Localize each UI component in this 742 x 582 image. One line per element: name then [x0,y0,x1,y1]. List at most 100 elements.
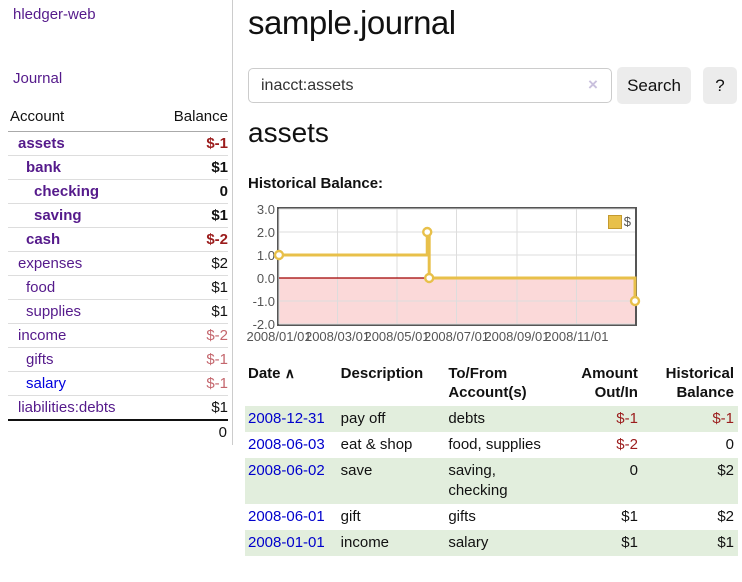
account-link[interactable]: checking [34,183,100,200]
accounts-balance-table: Account Balance assets $-1 bank $1 checking 0… [8,104,228,444]
transaction-row: 2008-06-01 gift gifts $1 $2 [245,504,738,530]
balance-cell: $-1 [712,410,734,427]
accounts-cell: salary [448,534,489,551]
account-balance: $1 [152,275,228,300]
account-balance: $1 [152,155,228,180]
transaction-date-link[interactable]: 2008-06-02 [248,462,325,479]
description-cell: pay off [340,410,386,427]
date-cell: 2008-12-31 [245,406,338,432]
balance2-column-header: Historical Balance [665,365,734,401]
total-row: 0 [8,419,228,444]
transaction-date-link[interactable]: 2008-06-03 [248,436,325,453]
account-row: bank $1 [8,155,228,180]
account-row: cash $-2 [8,227,228,252]
account-balance: $-1 [152,371,228,396]
x-tick-label: 2008/11/01 [544,329,609,344]
account-row: gifts $-1 [8,347,228,372]
date-cell: 2008-01-01 [245,530,338,556]
account-row: assets $-1 [8,132,228,156]
balance-cell: $2 [717,462,734,479]
account-link[interactable]: food [26,279,56,296]
account-link[interactable]: salary [26,375,67,392]
date-cell: 2008-06-02 [245,458,338,504]
sort-ascending-icon: ∧ [284,365,295,381]
balance-column-header: Balance [152,104,228,132]
x-tick-label: 2008/07/01 [423,329,490,344]
register-table: Date ∧ Description To/From Account(s) Am… [245,362,738,556]
account-balance: $1 [152,203,228,228]
account-link[interactable]: bank [26,159,62,176]
amount-column-header: Amount Out/In [581,365,638,401]
sidebar-item-journal[interactable]: Journal [13,70,63,87]
transaction-date-link[interactable]: 2008-06-01 [248,508,325,525]
account-row: saving $1 [8,203,228,228]
account-row: expenses $2 [8,251,228,276]
y-tick-label: 2.0 [256,225,275,240]
search-form: × Search ? [248,67,742,104]
account-link[interactable]: expenses [18,255,83,272]
y-tick-label: 1.0 [256,248,275,263]
balance-cell: 0 [725,436,734,453]
account-column-header: Account [8,104,153,132]
x-tick-label: 2008/05/01 [364,329,430,344]
account-balance: $-2 [152,323,228,348]
account-row: salary $-1 [8,371,228,396]
account-balance: $-1 [206,135,228,152]
account-balance: $1 [152,395,228,420]
legend-swatch-icon [607,214,622,229]
transaction-row: 2008-01-01 income salary $1 $1 [245,530,738,556]
y-tick-label: 3.0 [256,202,275,217]
chart-plot-area: $ [273,207,641,326]
account-balance: $-2 [152,227,228,252]
description-column-header: Description [340,365,424,382]
description-cell: save [340,462,373,479]
help-button[interactable]: ? [703,67,737,104]
account-link[interactable]: saving [34,207,82,224]
account-row: checking 0 [8,179,228,204]
page-title: sample.journal [248,4,456,41]
account-row: food $1 [8,275,228,300]
accounts-cell: gifts [448,508,476,525]
amount-cell: $-1 [616,410,638,427]
account-link[interactable]: cash [26,231,61,248]
amount-cell: $-2 [616,436,638,453]
clear-search-icon[interactable]: × [588,75,598,94]
account-balance: $1 [152,299,228,324]
accounts-cell: debts [448,410,486,427]
balance-cell: $2 [717,508,734,525]
sidebar: hledger-web Journal Account Balance asse… [0,0,233,445]
account-link[interactable]: income [18,327,67,344]
account-link[interactable]: gifts [26,351,54,368]
transaction-row: 2008-06-03 eat & shop food, supplies $-2 0 [245,432,738,458]
transaction-row: 2008-06-02 save saving, checking 0 $2 [245,458,738,504]
account-balance: $-1 [152,347,228,372]
account-link[interactable]: supplies [26,303,82,320]
account-balance: 0 [152,179,228,204]
search-input[interactable] [248,68,612,103]
main-content: sample.journal × Search ? assets Histori… [245,0,742,582]
legend-label: $ [623,214,631,229]
description-cell: income [340,534,390,551]
accounts-cell: saving, checking [448,462,508,499]
amount-cell: $1 [621,508,638,525]
description-cell: eat & shop [340,436,413,453]
date-column-header[interactable]: Date ∧ [248,365,295,382]
balance-cell: $1 [717,534,734,551]
account-row: supplies $1 [8,299,228,324]
search-button[interactable]: Search [617,67,691,104]
account-balance: $2 [152,251,228,276]
account-link[interactable]: liabilities:debts [18,399,116,416]
total-balance: 0 [152,419,228,444]
description-cell: gift [340,508,361,525]
app-title-link[interactable]: hledger-web [13,6,96,23]
accounts-column-header: To/From Account(s) [448,365,527,401]
historical-balance-chart: 3.0 2.0 1.0 0.0 -1.0 -2.0 $ 2008/01/01 2008/03… [246,198,742,344]
transaction-date-link[interactable]: 2008-01-01 [248,534,325,551]
account-row: income $-2 [8,323,228,348]
accounts-cell: food, supplies [448,436,541,453]
chart-canvas [273,208,641,325]
account-link[interactable]: assets [18,135,65,152]
transaction-date-link[interactable]: 2008-12-31 [248,410,325,427]
account-heading: assets [248,117,329,148]
y-tick-label: -2.0 [252,317,275,332]
